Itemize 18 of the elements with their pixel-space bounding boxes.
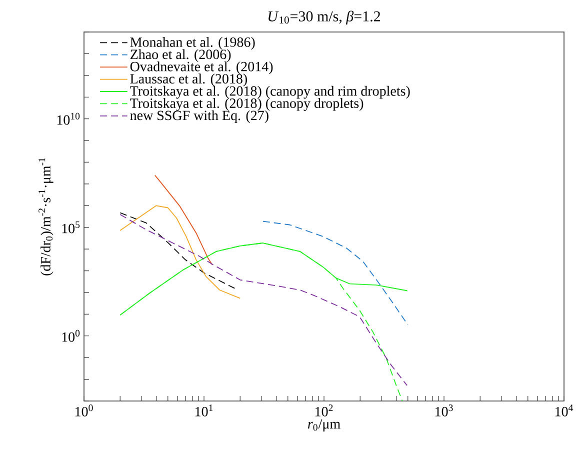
legend-label: Monahan et al. (1986) bbox=[130, 37, 255, 50]
x-tick-label: 10$^{2}$ bbox=[316, 404, 333, 416]
legend-label: Troitskaya et al. (2018) (canopy and rim droplets) bbox=[130, 86, 410, 99]
x-tick-label: 10$^{1}$ bbox=[196, 404, 213, 416]
x-tick-label: 10$^{0}$ bbox=[76, 404, 93, 416]
legend-label: new SSGF with Eq. (27) bbox=[130, 110, 268, 124]
legend-label: Ovadnevaite et al. (2014) bbox=[130, 61, 273, 74]
x-tick-label: 10$^{3}$ bbox=[436, 404, 453, 416]
x-axis-title: r$_{0}$/μm bbox=[308, 419, 340, 432]
y-axis-title: (dF/dr$_{0}$)/m$^{-2}$·s$^{-1}$·μm$^{-1}$ bbox=[38, 158, 54, 276]
y-tick-label: 10$^{5}$ bbox=[62, 221, 80, 234]
legend-label: Zhao et al. (2006) bbox=[130, 49, 231, 62]
chart-title: U$_{10}$=30 m/s, β=1.2 bbox=[268, 10, 380, 24]
legend-label: Troitskaya et al. (2018) (canopy droplets) bbox=[130, 98, 364, 111]
x-tick-label: 10$^{4}$ bbox=[556, 404, 574, 416]
y-tick-label: 10$^{0}$ bbox=[62, 330, 80, 342]
y-tick-label: 10$^{10}$ bbox=[57, 112, 80, 125]
legend-label: Laussac et al. (2018) bbox=[130, 74, 247, 86]
